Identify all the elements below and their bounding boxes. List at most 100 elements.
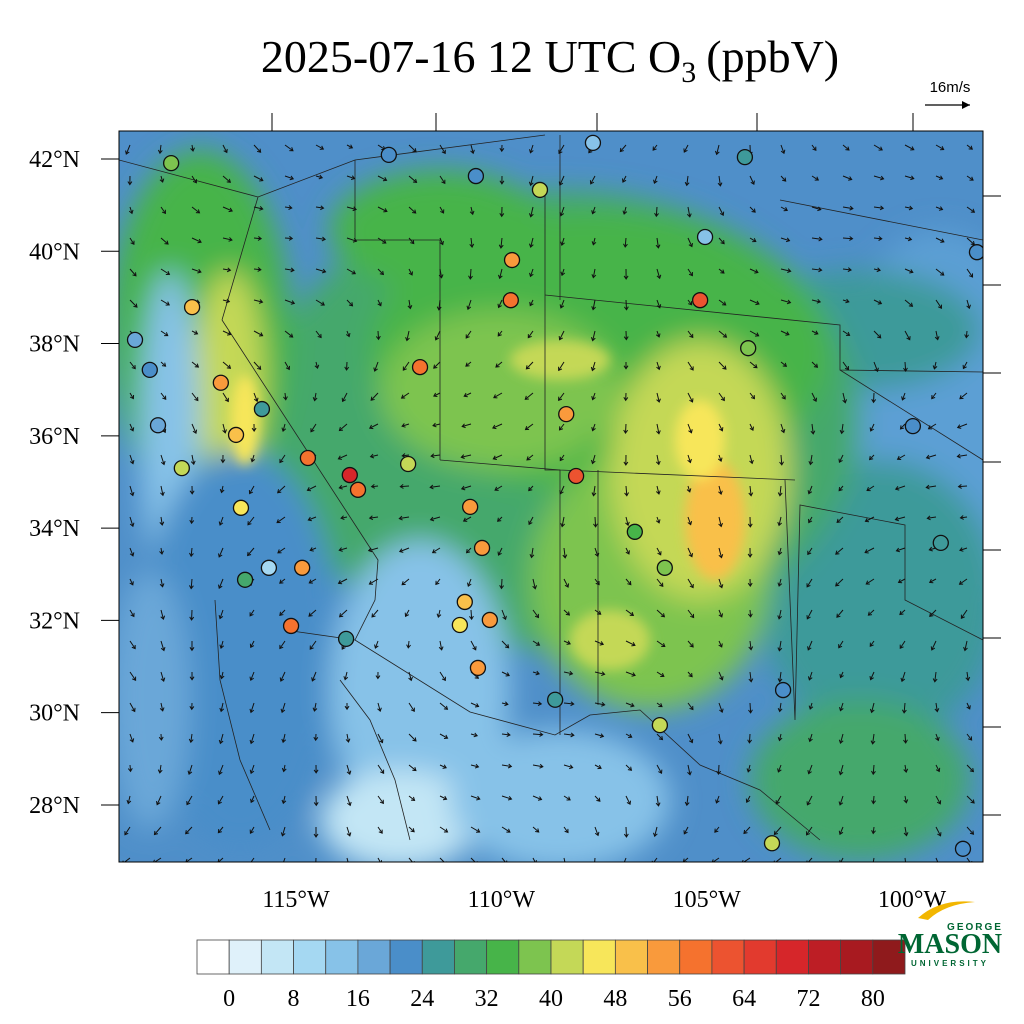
wind-arrow (590, 361, 596, 372)
wind-arrow (373, 361, 379, 372)
station (227, 426, 245, 444)
wind-arrow (780, 237, 791, 243)
station (141, 361, 158, 379)
wind-arrow (594, 671, 606, 677)
wind-arrow (718, 237, 725, 245)
wind-arrow (309, 547, 317, 552)
wind-arrow (873, 330, 882, 339)
wind-arrow (377, 857, 383, 862)
wind-arrow (191, 237, 202, 244)
wind-arrow (811, 175, 820, 181)
wind-scale-label: 16m/s (930, 79, 971, 96)
wind-arrow (623, 299, 629, 311)
wind-arrow (470, 732, 479, 738)
wind-arrow (687, 361, 694, 371)
wind-arrow (623, 268, 629, 280)
station (968, 244, 983, 261)
wind-arrow (160, 268, 171, 275)
wind-arrow (281, 795, 287, 805)
wind-arrow (623, 857, 627, 862)
wind-arrow (408, 826, 415, 833)
wind-arrow (687, 392, 694, 403)
station (294, 559, 311, 576)
wind-arrow (899, 640, 906, 649)
colorbar-box (260, 939, 294, 975)
wind-arrow (276, 516, 286, 524)
wind-arrow (653, 175, 658, 185)
wind-arrow (249, 764, 255, 775)
wind-arrow (470, 640, 477, 651)
wind-arrow (497, 299, 503, 309)
wind-arrow (957, 484, 968, 489)
wind-arrow (808, 516, 813, 524)
wind-arrow (842, 205, 854, 211)
wind-arrow (470, 857, 478, 862)
station (469, 659, 487, 677)
wind-arrow (811, 267, 823, 273)
wind-arrow (160, 237, 169, 245)
wind-arrow (525, 361, 534, 370)
wind-arrow (528, 206, 534, 218)
wind-arrow (189, 547, 194, 558)
wind-arrow (842, 236, 854, 241)
wind-arrow (966, 764, 975, 773)
wind-arrow (623, 826, 629, 838)
wind-arrow (157, 764, 163, 774)
wind-arrow (594, 609, 602, 615)
map-area (119, 131, 983, 862)
wind-arrow (748, 485, 754, 497)
wind-arrow (873, 175, 885, 181)
wind-arrow (839, 702, 844, 712)
station (763, 835, 781, 852)
wind-arrow (460, 454, 472, 459)
wind-arrow (249, 640, 255, 649)
wind-arrow (929, 609, 937, 618)
wind-arrow (747, 578, 753, 588)
wind-arrow (368, 515, 379, 521)
wind-arrow (625, 795, 632, 806)
wind-arrow (498, 237, 504, 249)
wind-arrow (777, 671, 783, 683)
wind-arrow (368, 578, 379, 585)
wind-arrow (559, 206, 565, 217)
wind-arrow (838, 454, 844, 464)
lat-label: 32°N (29, 608, 80, 634)
wind-arrow (903, 764, 909, 774)
wind-arrow (563, 795, 571, 801)
wind-arrow (904, 299, 914, 307)
wind-arrow (718, 423, 724, 432)
wind-arrow (655, 516, 661, 524)
wind-arrow (377, 299, 382, 307)
wind-arrow (189, 640, 195, 652)
wind-arrow (253, 361, 262, 370)
wind-arrow (559, 299, 565, 309)
logo-brand: MASON (898, 929, 1002, 960)
wind-arrow (529, 299, 534, 307)
wind-arrow (125, 144, 131, 155)
wind-arrow (594, 640, 605, 646)
wind-arrow (651, 857, 658, 862)
logo-swoosh (918, 901, 975, 920)
wind-arrow (842, 175, 853, 181)
wind-arrow (501, 640, 510, 649)
wind-arrow (408, 268, 413, 276)
wind-arrow (129, 702, 136, 713)
wind-arrow (341, 392, 348, 403)
wind-arrow (158, 733, 164, 741)
wind-arrow (904, 330, 911, 341)
colorbar-label: 64 (732, 986, 756, 1012)
wind-arrow (930, 640, 937, 651)
wind-arrow (253, 267, 262, 272)
wind-arrow (439, 671, 446, 682)
wind-arrow (932, 361, 938, 370)
wind-arrow (773, 826, 782, 836)
wind-arrow (625, 547, 630, 555)
wind-arrow (869, 423, 875, 432)
wind-arrow (160, 454, 166, 466)
wind-arrow (310, 423, 317, 433)
wind-arrow (160, 671, 166, 682)
station (954, 840, 972, 857)
wind-arrow (935, 795, 942, 805)
wind-arrow (528, 237, 534, 248)
lat-label: 34°N (29, 516, 80, 542)
